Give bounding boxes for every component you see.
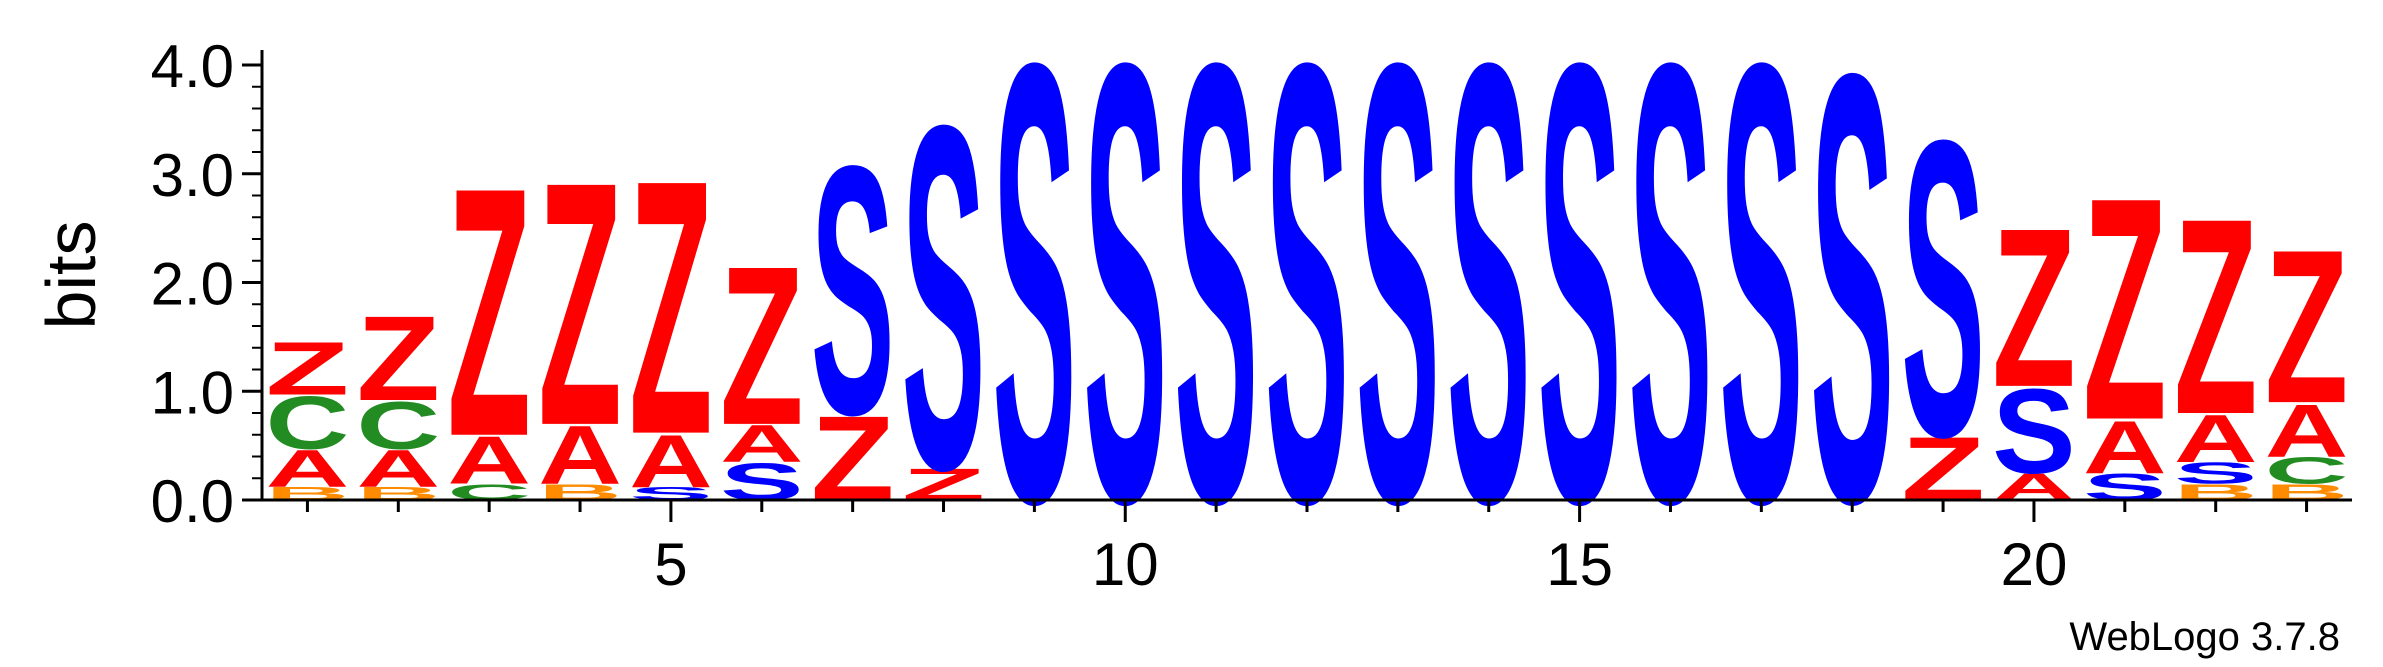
logo-letter-a: A xyxy=(538,409,622,501)
y-tick-label: 1.0 xyxy=(151,359,234,426)
logo-letter-a: A xyxy=(720,415,804,474)
y-tick-label: 0.0 xyxy=(151,468,234,535)
logo-letter-z: Z xyxy=(447,114,531,511)
y-ticks: 0.0 1.0 2.0 3.0 4.0 xyxy=(151,33,262,535)
y-axis-label: bits xyxy=(32,221,110,330)
logo-letter-s: S xyxy=(902,23,986,571)
logo-letter-s: S xyxy=(1629,0,1713,633)
logo-letter-a: A xyxy=(629,419,713,503)
logo-letter-s: S xyxy=(1356,0,1440,633)
x-ticks: 5 10 15 20 xyxy=(305,500,2309,598)
logo-letter-z: Z xyxy=(720,219,804,472)
x-axis: 5 10 15 20 xyxy=(262,498,2352,598)
logo-letter-z: Z xyxy=(2083,131,2167,485)
logo-letter-a: A xyxy=(2083,405,2167,489)
logo-letter-s: S xyxy=(1538,0,1622,633)
y-tick-label: 4.0 xyxy=(151,33,234,100)
logo-letter-s: S xyxy=(1810,0,1894,630)
logo-letter-s: S xyxy=(1447,0,1531,633)
logo-letter-c: C xyxy=(266,381,350,465)
logo-letter-s: S xyxy=(811,93,895,489)
logo-letter-a: A xyxy=(2174,401,2258,477)
logo-letter-z: Z xyxy=(629,106,713,511)
logo-letter-z: Z xyxy=(2265,204,2349,449)
y-tick-label: 3.0 xyxy=(151,142,234,209)
logo-letter-s: S xyxy=(1265,0,1349,633)
x-tick-label: 15 xyxy=(1546,531,1613,598)
logo-letter-z: Z xyxy=(2174,160,2258,472)
y-axis: 0.0 1.0 2.0 3.0 4.0 xyxy=(151,33,264,535)
x-tick-label: 5 xyxy=(654,531,687,598)
logo-letter-a: A xyxy=(266,440,350,499)
logo-letter-a: A xyxy=(357,440,441,499)
logo-letter-a: A xyxy=(2265,389,2349,473)
logo-letter-s: S xyxy=(993,0,1077,633)
logo-letter-z: Z xyxy=(538,109,622,497)
logo-letter-z: Z xyxy=(357,291,441,426)
logo-letter-s: S xyxy=(1174,0,1258,633)
x-tick-label: 10 xyxy=(1092,531,1159,598)
logo-letter-z: Z xyxy=(1992,181,2076,434)
x-tick-label: 20 xyxy=(2001,531,2068,598)
logo-letter-s: S xyxy=(2174,457,2258,491)
y-tick-label: 2.0 xyxy=(151,251,234,318)
logo-letter-s: S xyxy=(1992,365,2076,499)
logo-letter-s: S xyxy=(1720,0,1804,633)
logo-letter-c: C xyxy=(2265,450,2349,492)
logo-letter-z: Z xyxy=(266,327,350,411)
logo-letter-s: S xyxy=(1901,54,1985,526)
logo-letter-c: C xyxy=(357,388,441,464)
weblogo-version-footer: WebLogo 3.7.8 xyxy=(2069,615,2340,659)
logo-letter-s: S xyxy=(1083,0,1167,633)
logo-letter-a: A xyxy=(447,423,531,499)
